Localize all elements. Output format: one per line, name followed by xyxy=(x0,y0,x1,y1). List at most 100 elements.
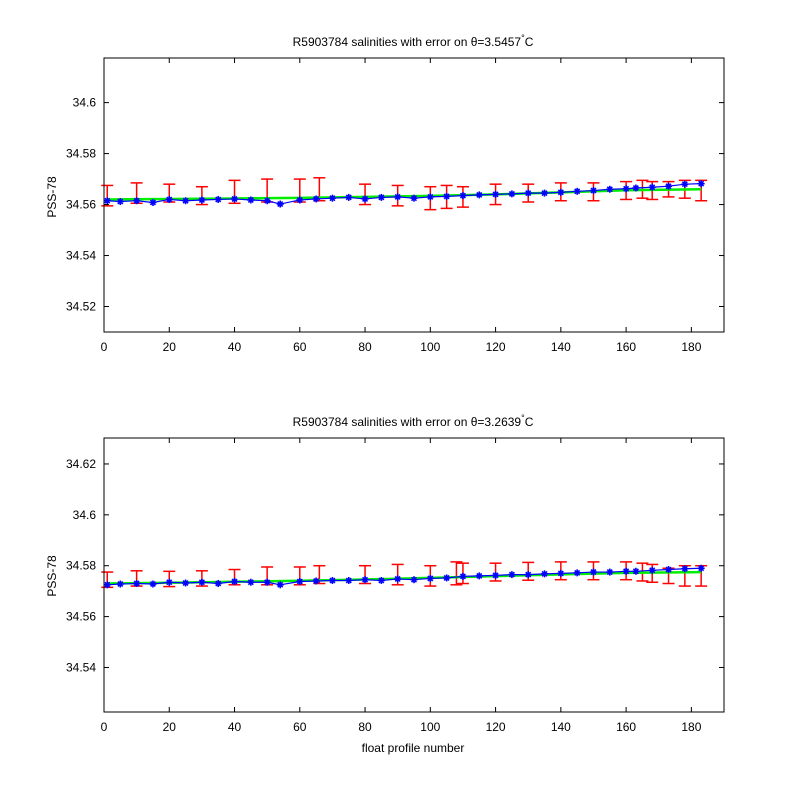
chart-title-main: R5903784 salinities with error on xyxy=(293,415,471,429)
data-point-star xyxy=(410,194,418,202)
chart-title-theta: θ=3.2639 xyxy=(471,415,522,429)
star-stroke xyxy=(443,193,450,200)
x-tick-label: 0 xyxy=(101,720,108,734)
star-stroke xyxy=(590,187,597,194)
star-stroke xyxy=(665,183,672,190)
y-axis: 34.54 34.56 34.58 34.6 34.62 xyxy=(66,457,724,674)
star-stroke xyxy=(362,576,369,583)
x-tick-label: 100 xyxy=(420,720,440,734)
data-point-star xyxy=(361,195,369,203)
star-stroke xyxy=(525,190,532,197)
data-point-star xyxy=(459,572,467,580)
data-point-star xyxy=(426,193,434,201)
y-axis-label: PSS-78 xyxy=(45,555,59,597)
star-stroke xyxy=(264,197,271,204)
data-point-star xyxy=(697,564,705,572)
star-stroke xyxy=(198,579,205,586)
star-stroke xyxy=(117,581,124,588)
star-stroke xyxy=(508,571,515,578)
x-tick-label: 80 xyxy=(358,340,372,354)
x-tick-label: 20 xyxy=(163,720,177,734)
star-stroke xyxy=(681,181,688,188)
data-point-star xyxy=(508,190,516,198)
star-stroke xyxy=(166,579,173,586)
star-stroke xyxy=(590,569,597,576)
star-stroke xyxy=(247,579,254,586)
star-stroke xyxy=(247,196,254,203)
data-point-star xyxy=(459,192,467,200)
data-point-star xyxy=(198,578,206,586)
data-point-star xyxy=(648,566,656,574)
star-stroke xyxy=(394,193,401,200)
star-stroke xyxy=(198,196,205,203)
data-point-star xyxy=(133,580,141,588)
star-stroke xyxy=(410,576,418,583)
data-point-star xyxy=(103,197,111,205)
data-point-star xyxy=(622,567,630,575)
data-point-star xyxy=(149,580,157,588)
data-point-star xyxy=(475,572,483,580)
star-stroke xyxy=(345,577,352,584)
star-stroke xyxy=(410,195,418,202)
star-stroke xyxy=(649,567,656,574)
data-point-star xyxy=(681,565,689,573)
star-stroke xyxy=(665,566,672,573)
star-stroke xyxy=(525,571,532,578)
data-point-star xyxy=(524,571,532,579)
data-point-star xyxy=(165,578,173,586)
x-tick-label: 160 xyxy=(616,340,636,354)
star-stroke xyxy=(557,570,564,577)
data-point-star xyxy=(165,195,173,203)
data-point-star xyxy=(557,188,565,196)
star-stroke xyxy=(231,578,238,585)
data-point-star xyxy=(632,184,640,192)
data-point-star xyxy=(492,190,500,198)
star-stroke xyxy=(104,581,111,588)
data-point-star xyxy=(276,581,284,589)
data-point-star xyxy=(697,180,705,188)
chart-title-unit: C xyxy=(525,415,534,429)
star-stroke xyxy=(508,190,515,197)
plot-frame xyxy=(103,57,725,333)
star-stroke xyxy=(427,575,434,582)
x-axis: 0 20 40 60 80 100 120 140 160 180 xyxy=(101,58,702,354)
star-stroke xyxy=(606,186,613,193)
y-tick-label: 34.54 xyxy=(66,660,96,674)
star-stroke xyxy=(574,188,581,195)
chart-title: R5903784 salinities with error on θ=3.54… xyxy=(293,33,534,49)
star-stroke xyxy=(681,565,688,572)
x-tick-label: 120 xyxy=(486,720,506,734)
data-point-star xyxy=(149,199,157,207)
y-tick-label: 34.58 xyxy=(66,147,96,161)
star-stroke xyxy=(632,568,639,575)
data-point-star xyxy=(394,575,402,583)
data-point-star xyxy=(263,197,271,205)
data-point-star xyxy=(182,197,190,205)
star-stroke xyxy=(117,198,124,205)
star-stroke xyxy=(296,196,303,203)
y-axis-label: PSS-78 xyxy=(45,176,59,218)
data-point-star xyxy=(622,185,630,193)
star-stroke xyxy=(104,197,111,204)
data-point-star xyxy=(524,189,532,197)
data-point-star xyxy=(589,187,597,195)
data-point-star xyxy=(247,196,255,204)
y-tick-label: 34.62 xyxy=(66,457,96,471)
star-stroke xyxy=(264,579,271,586)
x-axis: 0 20 40 60 80 100 120 140 160 180 xyxy=(101,438,702,734)
data-point-star xyxy=(426,574,434,582)
star-stroke xyxy=(443,574,450,581)
chart-title-degree: ° xyxy=(521,33,525,43)
star-stroke xyxy=(574,569,581,576)
data-point-star xyxy=(247,578,255,586)
x-tick-label: 140 xyxy=(551,340,571,354)
data-point-star xyxy=(296,196,304,204)
data-point-star xyxy=(632,567,640,575)
star-stroke xyxy=(362,195,369,202)
star-stroke xyxy=(541,570,548,577)
chart-title-theta: θ=3.5457 xyxy=(471,35,522,49)
data-point-star xyxy=(328,194,336,202)
star-stroke xyxy=(394,575,401,582)
x-tick-label: 120 xyxy=(486,340,506,354)
